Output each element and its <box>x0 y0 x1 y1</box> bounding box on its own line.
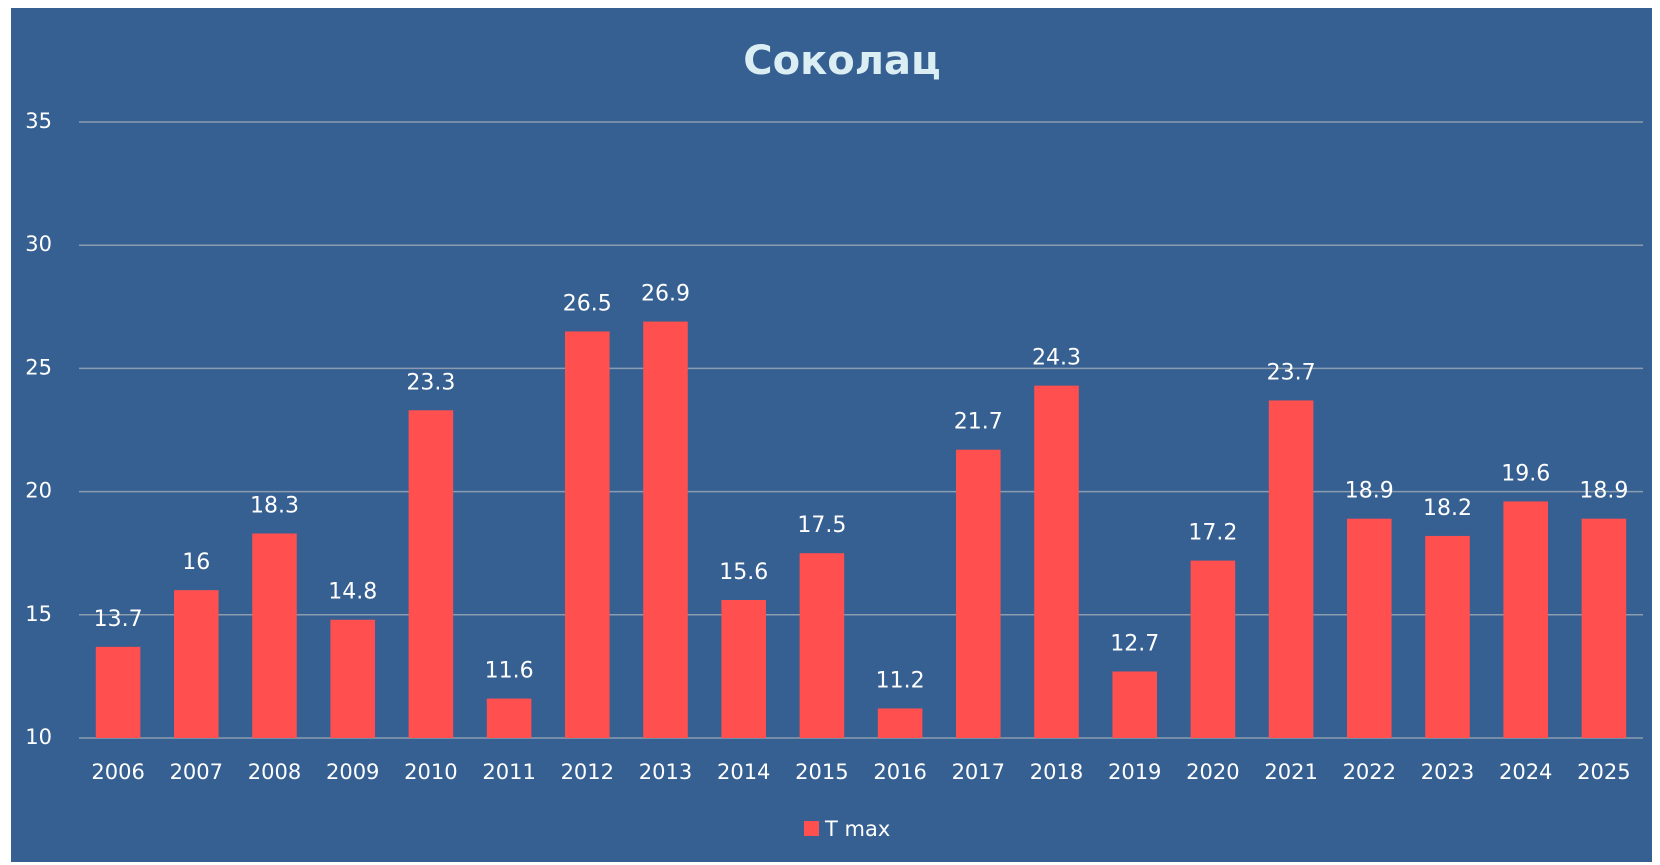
x-tick-label: 2024 <box>1499 760 1552 784</box>
bar <box>877 708 923 738</box>
data-label: 16 <box>182 550 210 575</box>
bar <box>252 533 297 738</box>
data-label: 17.5 <box>797 513 846 538</box>
data-label: 19.6 <box>1501 461 1550 486</box>
bar <box>956 449 1001 738</box>
data-label: 24.3 <box>1032 346 1081 371</box>
x-tick-label: 2011 <box>482 760 535 784</box>
bar <box>486 698 532 738</box>
data-label: 26.5 <box>563 291 612 316</box>
chart-title: Соколац <box>743 38 940 84</box>
data-label: 18.2 <box>1423 496 1472 521</box>
x-tick-label: 2017 <box>952 760 1005 784</box>
bar <box>1112 671 1157 738</box>
x-tick-label: 2015 <box>795 760 848 784</box>
data-label: 13.7 <box>94 607 143 632</box>
bar <box>1581 518 1627 738</box>
data-label: 26.9 <box>641 282 690 307</box>
y-tick-label: 25 <box>25 355 52 379</box>
bar <box>643 321 688 738</box>
bar <box>1034 385 1079 738</box>
x-tick-label: 2016 <box>873 760 926 784</box>
bar <box>1347 518 1392 738</box>
bar <box>565 331 610 738</box>
data-label: 23.7 <box>1267 360 1316 385</box>
bar <box>1268 400 1314 738</box>
bar <box>1503 501 1548 738</box>
data-label: 11.6 <box>485 659 534 684</box>
data-label: 18.9 <box>1579 479 1628 504</box>
x-tick-label: 2006 <box>91 760 144 784</box>
x-tick-label: 2021 <box>1264 760 1317 784</box>
x-tick-label: 2023 <box>1421 760 1474 784</box>
bar <box>799 553 845 738</box>
bar <box>95 646 141 738</box>
data-label: 17.2 <box>1188 521 1237 546</box>
legend-label: T max <box>824 817 890 841</box>
bar <box>721 600 766 738</box>
x-tick-label: 2008 <box>248 760 301 784</box>
data-label: 11.2 <box>876 668 925 693</box>
x-tick-label: 2007 <box>170 760 223 784</box>
data-label: 18.3 <box>250 493 299 518</box>
x-tick-label: 2020 <box>1186 760 1239 784</box>
x-tick-label: 2012 <box>561 760 614 784</box>
x-tick-label: 2010 <box>404 760 457 784</box>
y-tick-label: 20 <box>25 479 52 503</box>
bar <box>174 590 219 738</box>
bar <box>1190 560 1236 738</box>
y-tick-label: 10 <box>25 725 52 749</box>
y-tick-label: 30 <box>25 232 52 256</box>
data-label: 15.6 <box>719 560 768 585</box>
bar <box>1425 535 1470 738</box>
data-label: 14.8 <box>328 580 377 605</box>
x-tick-label: 2009 <box>326 760 379 784</box>
x-tick-label: 2014 <box>717 760 770 784</box>
legend-swatch <box>804 821 819 836</box>
data-label: 18.9 <box>1345 479 1394 504</box>
x-tick-label: 2022 <box>1343 760 1396 784</box>
x-tick-label: 2018 <box>1030 760 1083 784</box>
data-label: 12.7 <box>1110 631 1159 656</box>
data-label: 23.3 <box>406 370 455 395</box>
x-tick-label: 2013 <box>639 760 692 784</box>
y-tick-label: 15 <box>25 602 52 626</box>
bar <box>408 410 454 738</box>
x-tick-label: 2019 <box>1108 760 1161 784</box>
data-label: 21.7 <box>954 410 1003 435</box>
x-tick-label: 2025 <box>1577 760 1630 784</box>
y-tick-label: 35 <box>25 109 52 133</box>
bar <box>330 619 375 738</box>
